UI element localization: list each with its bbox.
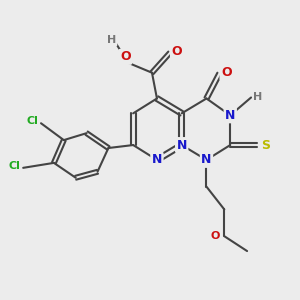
Text: N: N xyxy=(176,139,187,152)
Text: N: N xyxy=(225,109,236,122)
Text: S: S xyxy=(261,139,270,152)
Text: H: H xyxy=(254,92,262,101)
Text: O: O xyxy=(120,50,130,63)
Text: N: N xyxy=(152,153,162,167)
Text: O: O xyxy=(221,66,232,79)
Text: H: H xyxy=(107,35,116,45)
Text: N: N xyxy=(201,153,212,167)
Text: Cl: Cl xyxy=(8,161,20,171)
Text: O: O xyxy=(211,231,220,241)
Text: Cl: Cl xyxy=(26,116,38,126)
Text: O: O xyxy=(171,45,182,58)
